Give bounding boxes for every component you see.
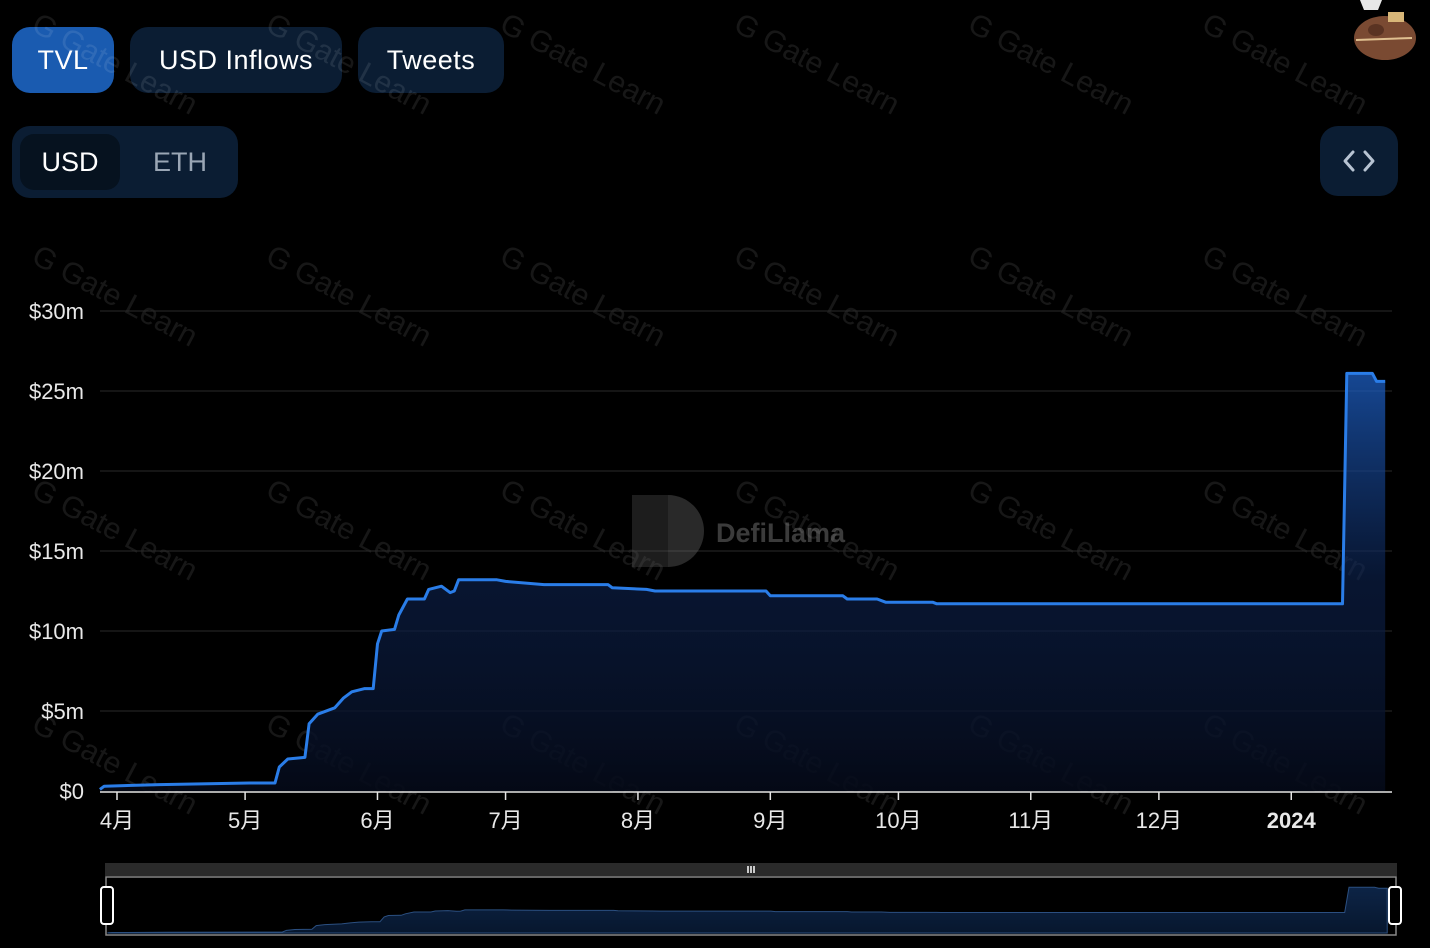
x-tick-label: 8月	[621, 808, 655, 833]
svg-text:G Gate Learn: G Gate Learn	[261, 239, 437, 353]
svg-text:G Gate Learn: G Gate Learn	[963, 473, 1139, 587]
svg-text:G Gate Learn: G Gate Learn	[729, 239, 905, 353]
svg-text:G Gate Learn: G Gate Learn	[27, 707, 203, 821]
user-avatar-icon[interactable]	[1352, 0, 1418, 64]
denomination-usd[interactable]: USD	[20, 134, 120, 190]
y-tick-label: $20m	[29, 459, 84, 484]
tab-tweets[interactable]: Tweets	[358, 27, 504, 93]
svg-text:G Gate Learn: G Gate Learn	[495, 239, 671, 353]
y-tick-label: $5m	[41, 699, 84, 724]
denomination-eth[interactable]: ETH	[153, 146, 207, 177]
brush-grip-icon	[747, 866, 755, 873]
x-tick-label: 12月	[1136, 808, 1182, 833]
brush-handle-right[interactable]	[1388, 886, 1402, 925]
svg-text:DefiLlama: DefiLlama	[716, 518, 846, 548]
defillama-watermark: DefiLlama	[632, 495, 846, 567]
svg-text:G Gate Learn: G Gate Learn	[261, 7, 437, 121]
svg-text:G Gate Learn: G Gate Learn	[1197, 7, 1373, 121]
tab-tvl[interactable]: TVL	[12, 27, 114, 93]
brush-handle-left[interactable]	[100, 886, 114, 925]
tab-usd-inflows[interactable]: USD Inflows	[130, 27, 342, 93]
tvl-area	[99, 373, 1386, 791]
x-tick-label: 9月	[753, 808, 787, 833]
y-tick-label: $25m	[29, 379, 84, 404]
range-brush[interactable]	[100, 863, 1402, 936]
svg-text:G Gate Learn: G Gate Learn	[963, 239, 1139, 353]
svg-text:G Gate Learn: G Gate Learn	[729, 7, 905, 121]
embed-button[interactable]	[1320, 126, 1398, 196]
x-tick-label: 7月	[488, 808, 522, 833]
tvl-line	[99, 371, 1386, 791]
svg-text:G Gate Learn: G Gate Learn	[27, 239, 203, 353]
denomination-toggle: USD ETH	[12, 126, 238, 198]
brush-preview-area	[107, 886, 1388, 934]
x-tick-label: 2024	[1267, 808, 1317, 833]
code-brackets-icon	[1343, 150, 1375, 172]
svg-text:G Gate Learn: G Gate Learn	[27, 7, 203, 121]
y-tick-label: $15m	[29, 539, 84, 564]
svg-text:G Gate Learn: G Gate Learn	[963, 7, 1139, 121]
svg-text:G Gate Learn: G Gate Learn	[1197, 239, 1373, 353]
y-tick-label: $10m	[29, 619, 84, 644]
x-tick-label: 5月	[228, 808, 262, 833]
x-tick-label: 4月	[100, 808, 134, 833]
x-tick-label: 10月	[875, 808, 921, 833]
svg-text:G Gate Learn: G Gate Learn	[27, 473, 203, 587]
svg-text:G Gate Learn: G Gate Learn	[495, 7, 671, 121]
x-tick-label: 11月	[1008, 808, 1053, 833]
svg-text:G Gate Learn: G Gate Learn	[261, 473, 437, 587]
y-tick-label: $0	[60, 779, 84, 804]
x-tick-label: 6月	[360, 808, 394, 833]
y-tick-label: $30m	[29, 299, 84, 324]
